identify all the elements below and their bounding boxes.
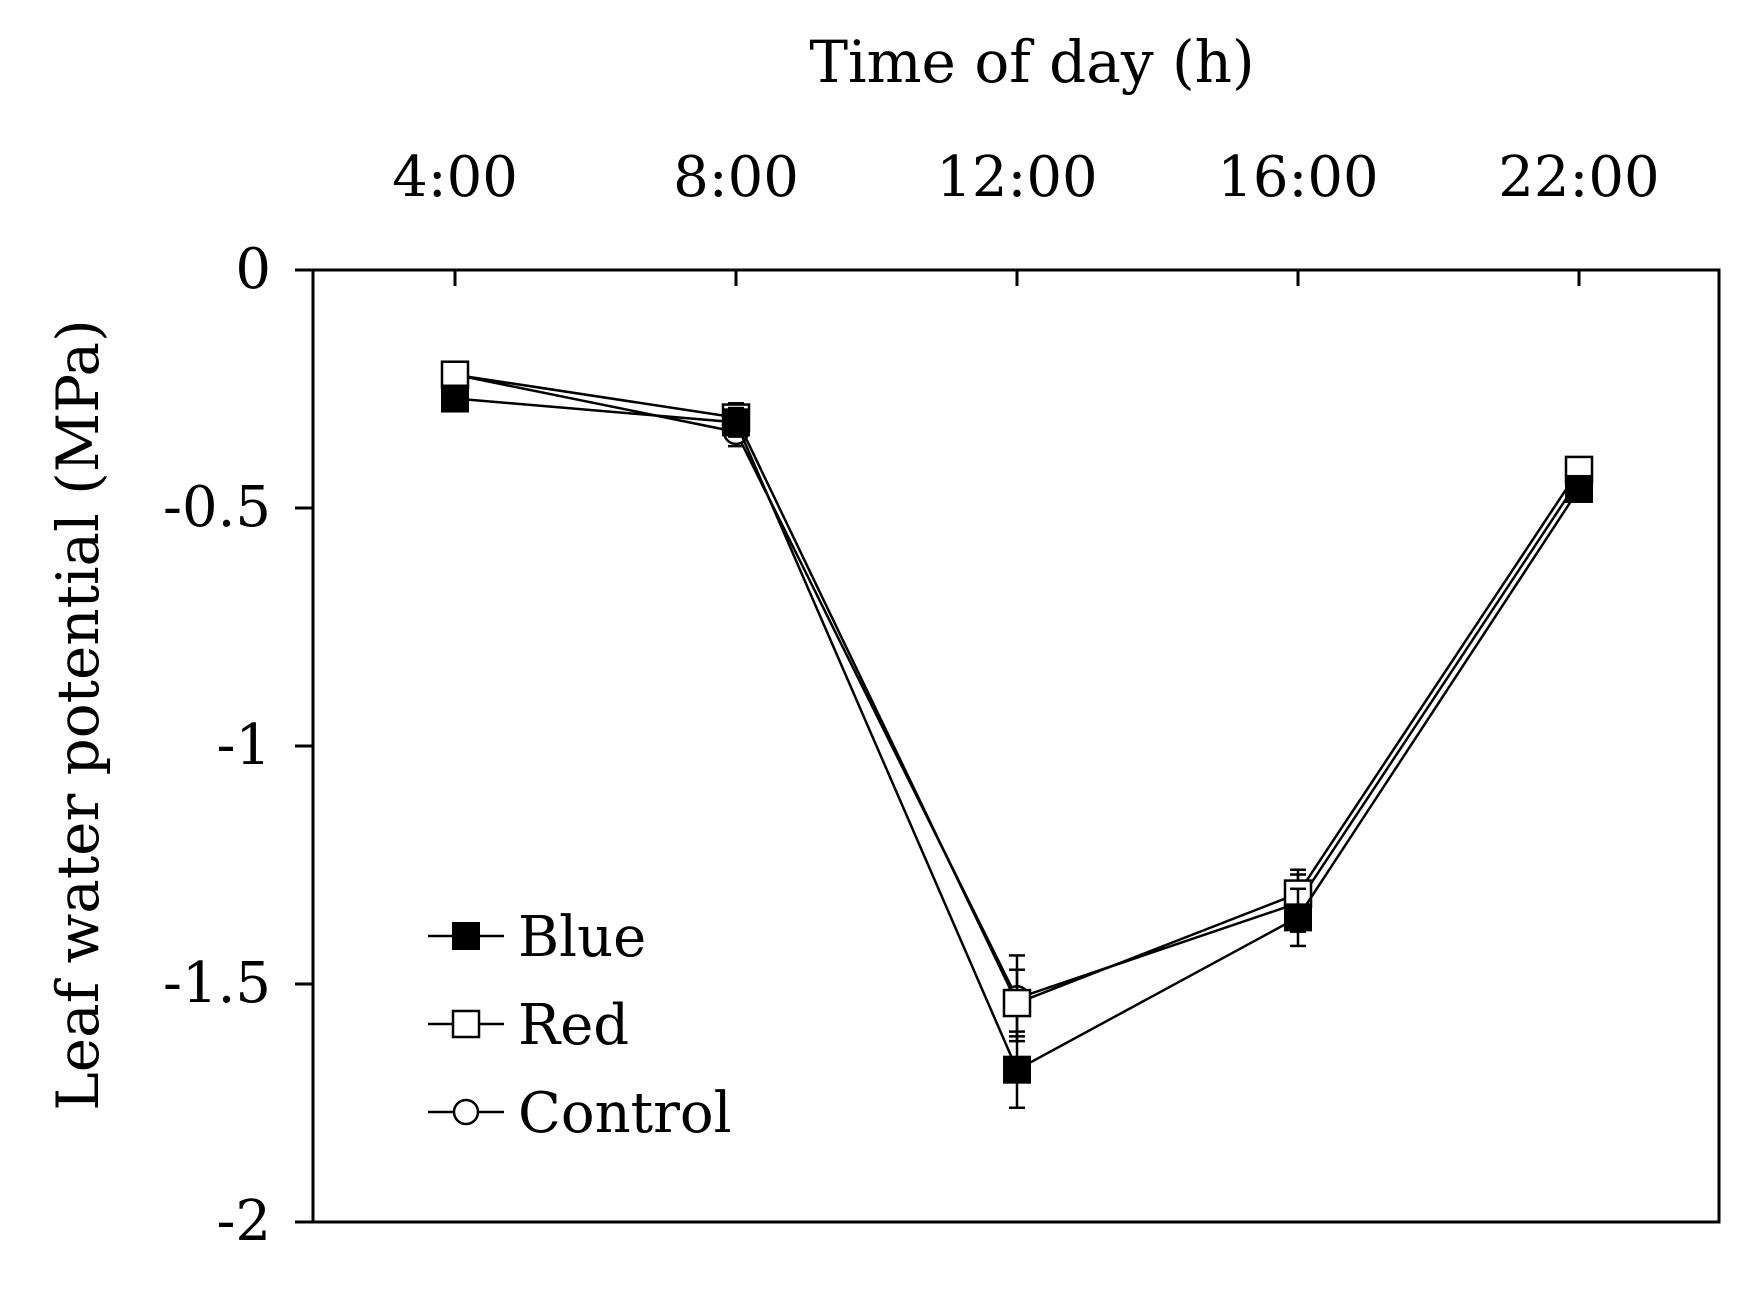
y-tick-label: -0.5	[163, 475, 271, 540]
data-point-red	[1002, 988, 1032, 1018]
x-tick-label: 12:00	[936, 145, 1097, 210]
legend-marker	[452, 1098, 480, 1126]
legend-item-control: Control	[428, 1081, 732, 1146]
legend-marker	[451, 1009, 481, 1039]
legend: Blue Red Control	[428, 905, 732, 1146]
y-tick-label: -1	[216, 713, 271, 778]
x-tick-label: 16:00	[1217, 145, 1378, 210]
y-tick-label: 0	[235, 237, 271, 302]
x-tick-label: 22:00	[1498, 145, 1659, 210]
data-point-red	[440, 360, 470, 389]
legend-marker	[452, 922, 480, 950]
data-point-blue	[1284, 903, 1312, 932]
axis-ticks: 0 -0.5 -1 -1.5 -2 4:00 8:00 12:00 16:00 22:00	[163, 145, 1660, 1254]
series-blue	[441, 384, 1593, 1110]
legend-label: Blue	[518, 905, 646, 970]
data-point-blue	[1565, 474, 1593, 503]
x-tick-label: 4:00	[392, 145, 518, 210]
y-axis-title: Leaf water potential (MPa)	[44, 319, 112, 1110]
x-axis-title: Time of day (h)	[809, 28, 1254, 96]
x-tick-label: 8:00	[673, 145, 799, 210]
y-tick-label: -1.5	[163, 951, 271, 1016]
data-point-blue	[1003, 1055, 1031, 1084]
legend-label: Red	[518, 993, 629, 1058]
data-point-blue	[441, 384, 469, 413]
legend-item-red: Red	[428, 993, 629, 1058]
legend-label: Control	[518, 1081, 732, 1146]
legend-item-blue: Blue	[428, 905, 646, 970]
series-layer	[440, 360, 1594, 1110]
data-point-blue	[722, 408, 750, 437]
y-tick-label: -2	[216, 1189, 271, 1254]
